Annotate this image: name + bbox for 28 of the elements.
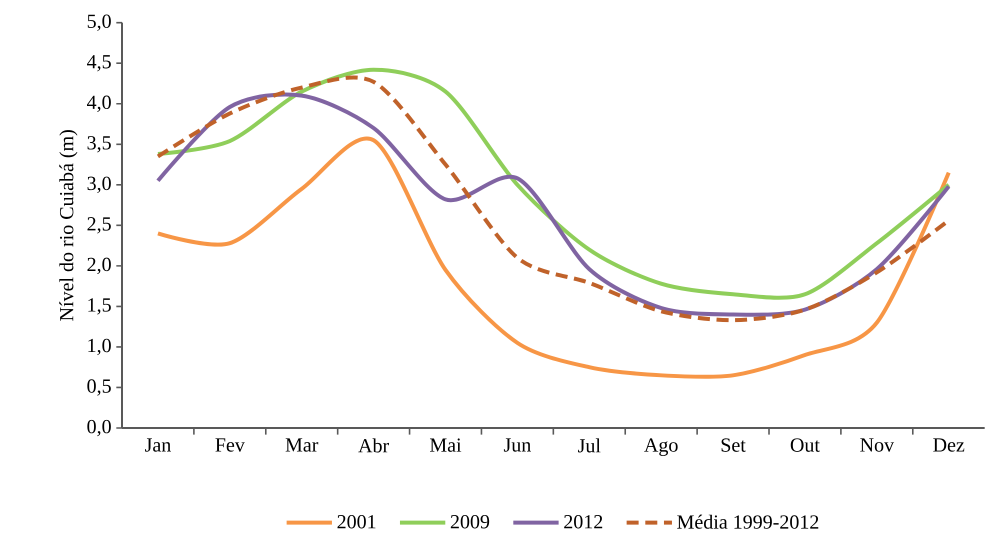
x-tick-label: Jan: [145, 438, 171, 452]
y-axis-title: Nível do rio Cuiabá (m): [59, 130, 78, 321]
y-tick-label: 2,5: [87, 217, 111, 234]
y-tick-label: 3,0: [88, 176, 111, 194]
x-tick-label: Set: [722, 438, 746, 452]
x-tick-label: Dez: [933, 438, 964, 452]
x-tick-label: Abr: [358, 438, 389, 453]
legend-label: 2012: [564, 515, 602, 529]
x-tick-label: Fev: [215, 438, 245, 452]
x-tick-label: Nov: [860, 438, 894, 452]
x-tick-label: Ago: [644, 438, 678, 456]
y-tick-label: 0,5: [87, 379, 111, 396]
legend-label: 2009: [450, 515, 490, 529]
x-tick-label: Out: [790, 438, 820, 452]
y-tick-label: 1,0: [88, 338, 111, 356]
y-tick-label: 4,5: [87, 55, 111, 72]
x-tick-label: Mar: [286, 438, 318, 452]
y-tick-label: 5,0: [88, 14, 111, 31]
x-tick-label: Jul: [578, 438, 601, 453]
legend-label: 2001: [338, 515, 376, 529]
x-tick-label: Jun: [504, 438, 531, 452]
y-tick-label: 3,5: [88, 136, 111, 152]
x-tick-label: Mai: [430, 438, 462, 452]
y-tick-label: 1,5: [88, 298, 111, 315]
y-tick-label: 0,0: [87, 420, 111, 436]
y-tick-label: 4,0: [87, 96, 111, 112]
y-tick-label: 2,0: [87, 258, 111, 274]
legend-label: Média 1999-2012: [677, 514, 818, 529]
